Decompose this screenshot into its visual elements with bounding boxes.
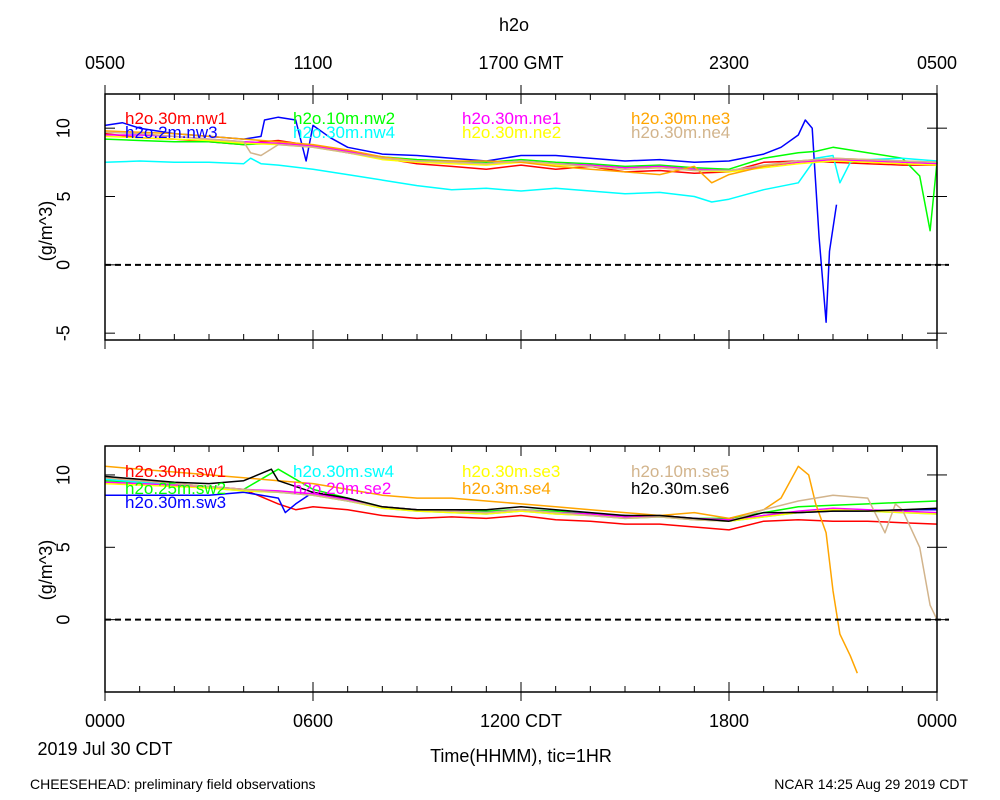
- footer-right: NCAR 14:25 Aug 29 2019 CDT: [774, 776, 968, 792]
- series-line: [104, 477, 938, 620]
- footer-left: CHEESEHEAD: preliminary field observatio…: [30, 776, 316, 792]
- top-y-axis-label: (g/m^3): [36, 201, 56, 261]
- bottom-tick-label: 0600: [293, 711, 333, 731]
- y-tick-label: 10: [54, 118, 74, 138]
- top-axis-labels: 0500 1100 1700 GMT 2300 0500: [85, 53, 957, 73]
- series-line: [104, 131, 938, 172]
- legend-entry: h2o.10m.nw2: [293, 109, 395, 128]
- bottom-tick-label: 1800: [709, 711, 749, 731]
- bottom-y-axis-label: (g/m^3): [36, 540, 56, 600]
- top-tick-label: 2300: [709, 53, 749, 73]
- y-tick-label: 0: [54, 615, 74, 625]
- bottom-tick-label: 1200 CDT: [480, 711, 562, 731]
- series-line: [104, 468, 938, 522]
- legend-entry: h2o.30m.ne1: [462, 109, 561, 128]
- legend-entry: h2o.20m.se2: [293, 479, 391, 498]
- top-tick-label: 0500: [917, 53, 957, 73]
- legend-entry: h2o.30m.sw1: [125, 462, 226, 481]
- y-tick-label: 5: [54, 542, 74, 552]
- y-tick-label: -5: [54, 325, 74, 341]
- date-label: 2019 Jul 30 CDT: [37, 739, 172, 759]
- legend-entry: h2o.30m.ne3: [631, 109, 730, 128]
- y-tick-label: 0: [54, 260, 74, 270]
- legend-entry: h2o.30m.se3: [462, 462, 560, 481]
- plot-frame: [104, 445, 938, 693]
- bottom-tick-label: 0000: [917, 711, 957, 731]
- x-axis-label: Time(HHMM), tic=1HR: [430, 746, 612, 766]
- series-line: [104, 116, 838, 323]
- chart-title: h2o: [499, 15, 529, 35]
- top-tick-label: 1100: [294, 53, 333, 73]
- series-line: [104, 138, 938, 232]
- legend-entry: h2o.30m.sw3: [125, 493, 226, 512]
- top-tick-label: 1700 GMT: [478, 53, 563, 73]
- legend-entry: h2o.10m.se5: [631, 462, 729, 481]
- legend-entry: h2o.25m.sw2: [125, 479, 226, 498]
- plot-frame: [104, 93, 938, 341]
- series-line: [104, 154, 938, 203]
- legend-entry: h2o.2m.nw3: [125, 123, 218, 142]
- series-line: [104, 465, 858, 674]
- legend-entry: h2o.30m.ne2: [462, 123, 561, 142]
- legend-entry: h2o.30m.nw1: [125, 109, 227, 128]
- top-tick-label: 0500: [85, 53, 125, 73]
- legend-entry: h2o.30m.ne4: [631, 123, 730, 142]
- legend-entry: h2o.3m.se4: [462, 479, 551, 498]
- bottom-tick-label: 0000: [85, 711, 125, 731]
- y-tick-label: 5: [54, 191, 74, 201]
- y-tick-label: 10: [54, 465, 74, 485]
- bottom-axis-labels: 0000 0600 1200 CDT 1800 0000: [85, 711, 957, 731]
- legend-entry: h2o.30m.se6: [631, 479, 729, 498]
- legend-entry: h2o.30m.sw4: [293, 462, 394, 481]
- legend-entry: h2o.30m.nw4: [293, 123, 395, 142]
